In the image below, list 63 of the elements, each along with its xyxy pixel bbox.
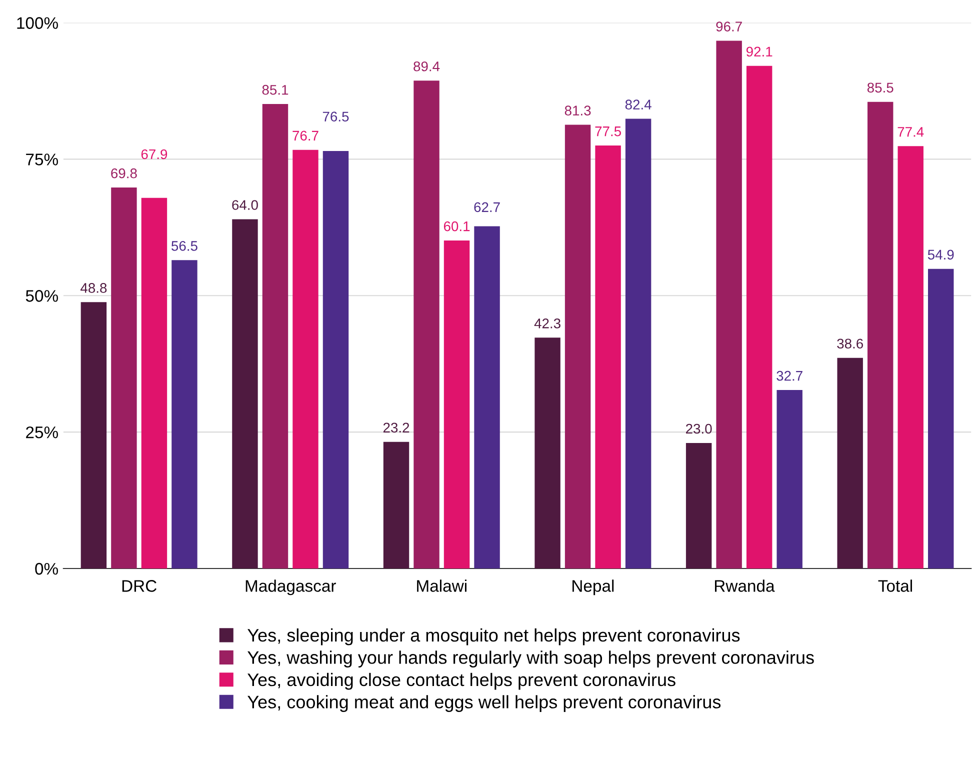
x-tick-label: Nepal <box>572 580 614 596</box>
bar <box>322 150 349 568</box>
y-tick-label: 100% <box>17 17 58 29</box>
data-label: 60.1 <box>444 221 470 232</box>
x-tick-label: Malawi <box>417 580 466 592</box>
data-label: 85.1 <box>262 84 288 95</box>
y-tick-label: 50% <box>26 290 58 302</box>
bar <box>837 358 863 568</box>
y-tick-label: 25% <box>26 426 58 438</box>
data-label: 32.7 <box>776 370 802 381</box>
data-label: 96.7 <box>716 22 742 32</box>
data-label: 76.7 <box>292 130 318 141</box>
data-label: 23.2 <box>383 422 410 433</box>
bar <box>262 104 288 568</box>
bar <box>928 268 954 568</box>
legend-label: Yes, sleeping under a mosquito net helps prevent coronavirus <box>248 628 740 646</box>
data-label: 77.4 <box>898 127 924 137</box>
bar <box>534 338 560 568</box>
data-label: 48.8 <box>80 283 107 293</box>
legend-label: Yes, washing your hands regularly with soap helps prevent coronavirus <box>248 650 814 668</box>
data-label: 56.5 <box>172 241 198 251</box>
data-label: 69.8 <box>111 168 137 178</box>
bar <box>80 302 107 568</box>
bar <box>564 124 591 568</box>
data-label: 92.1 <box>746 46 772 57</box>
bar <box>383 442 410 568</box>
data-label: 67.9 <box>141 149 168 160</box>
x-tick-label: Rwanda <box>714 580 775 592</box>
bar <box>111 188 137 568</box>
bar <box>686 442 712 568</box>
y-tick-label: 75% <box>26 154 58 166</box>
bar <box>898 146 924 568</box>
data-label: 89.4 <box>414 61 440 72</box>
data-label: 81.3 <box>564 106 591 116</box>
bar <box>474 226 500 568</box>
legend-label: Yes, avoiding close contact helps prevent coronavirus <box>248 672 676 690</box>
data-label: 77.5 <box>595 126 621 136</box>
bar <box>232 219 258 568</box>
legend-label: Yes, cooking meat and eggs well helps prevent coronavirus <box>248 695 721 712</box>
bar <box>746 66 772 568</box>
x-tick-label: DRC <box>122 580 156 592</box>
x-tick-label: Total <box>878 580 912 592</box>
bar <box>776 390 802 568</box>
bar <box>141 198 168 568</box>
data-label: 23.0 <box>686 424 712 434</box>
data-label: 64.0 <box>232 200 258 210</box>
bar <box>867 102 894 568</box>
data-label: 76.5 <box>322 112 349 122</box>
data-label: 54.9 <box>928 250 954 260</box>
x-tick-label: Madagascar <box>246 580 336 596</box>
bar <box>414 80 440 568</box>
data-label: 38.6 <box>837 338 864 349</box>
bar <box>292 150 318 568</box>
bar <box>595 146 621 568</box>
data-label: 42.3 <box>534 318 560 328</box>
bar <box>444 240 470 568</box>
bar <box>716 40 742 568</box>
data-label: 85.5 <box>867 82 894 93</box>
bar <box>625 118 652 568</box>
y-tick-label: 0% <box>35 562 58 575</box>
bar <box>172 260 198 568</box>
data-label: 62.7 <box>474 202 500 212</box>
data-label: 82.4 <box>625 100 652 110</box>
